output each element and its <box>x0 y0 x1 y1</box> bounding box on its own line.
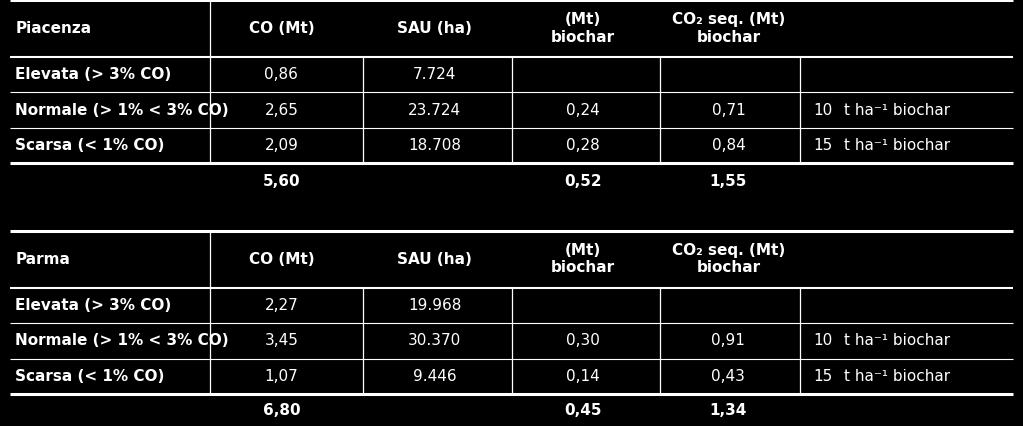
Text: 0,86: 0,86 <box>264 67 299 82</box>
Text: Elevata (> 3% CO): Elevata (> 3% CO) <box>15 298 172 313</box>
Text: CO (Mt): CO (Mt) <box>249 21 314 36</box>
Text: Piacenza: Piacenza <box>15 21 91 36</box>
Text: 0,30: 0,30 <box>566 333 601 348</box>
Text: 0,91: 0,91 <box>711 333 746 348</box>
Text: SAU (ha): SAU (ha) <box>397 252 473 267</box>
Text: 1,07: 1,07 <box>265 369 298 384</box>
Text: t ha⁻¹ biochar: t ha⁻¹ biochar <box>844 333 950 348</box>
Text: 0,52: 0,52 <box>565 173 602 189</box>
Text: 19.968: 19.968 <box>408 298 461 313</box>
Text: 9.446: 9.446 <box>413 369 456 384</box>
Text: t ha⁻¹ biochar: t ha⁻¹ biochar <box>844 138 950 153</box>
Text: 0,84: 0,84 <box>712 138 745 153</box>
Text: 15: 15 <box>813 138 833 153</box>
Text: t ha⁻¹ biochar: t ha⁻¹ biochar <box>844 369 950 384</box>
Text: Normale (> 1% < 3% CO): Normale (> 1% < 3% CO) <box>15 333 229 348</box>
Text: Normale (> 1% < 3% CO): Normale (> 1% < 3% CO) <box>15 103 229 118</box>
Text: 2,65: 2,65 <box>264 103 299 118</box>
Text: 10: 10 <box>813 333 833 348</box>
Text: CO₂ seq. (Mt)
biochar: CO₂ seq. (Mt) biochar <box>672 12 785 45</box>
Text: Scarsa (< 1% CO): Scarsa (< 1% CO) <box>15 138 165 153</box>
Text: Elevata (> 3% CO): Elevata (> 3% CO) <box>15 67 172 82</box>
Text: 1,55: 1,55 <box>710 173 747 189</box>
Text: 0,45: 0,45 <box>565 403 602 417</box>
Text: 30.370: 30.370 <box>408 333 461 348</box>
Text: 7.724: 7.724 <box>413 67 456 82</box>
Text: 2,27: 2,27 <box>265 298 298 313</box>
Text: 15: 15 <box>813 369 833 384</box>
Text: 0,14: 0,14 <box>567 369 599 384</box>
Text: 0,24: 0,24 <box>567 103 599 118</box>
Text: t ha⁻¹ biochar: t ha⁻¹ biochar <box>844 103 950 118</box>
Text: 0,71: 0,71 <box>712 103 745 118</box>
Text: 18.708: 18.708 <box>408 138 461 153</box>
Text: 1,34: 1,34 <box>710 403 747 417</box>
Text: (Mt)
biochar: (Mt) biochar <box>551 243 615 275</box>
Text: 3,45: 3,45 <box>264 333 299 348</box>
Text: 5,60: 5,60 <box>263 173 300 189</box>
Text: Parma: Parma <box>15 252 71 267</box>
Text: CO₂ seq. (Mt)
biochar: CO₂ seq. (Mt) biochar <box>672 243 785 275</box>
Text: Scarsa (< 1% CO): Scarsa (< 1% CO) <box>15 369 165 384</box>
Text: CO (Mt): CO (Mt) <box>249 252 314 267</box>
Text: 6,80: 6,80 <box>263 403 300 417</box>
Text: 0,28: 0,28 <box>567 138 599 153</box>
Text: 23.724: 23.724 <box>408 103 461 118</box>
Text: 0,43: 0,43 <box>711 369 746 384</box>
Text: (Mt)
biochar: (Mt) biochar <box>551 12 615 45</box>
Text: 2,09: 2,09 <box>264 138 299 153</box>
Text: 10: 10 <box>813 103 833 118</box>
Text: SAU (ha): SAU (ha) <box>397 21 473 36</box>
